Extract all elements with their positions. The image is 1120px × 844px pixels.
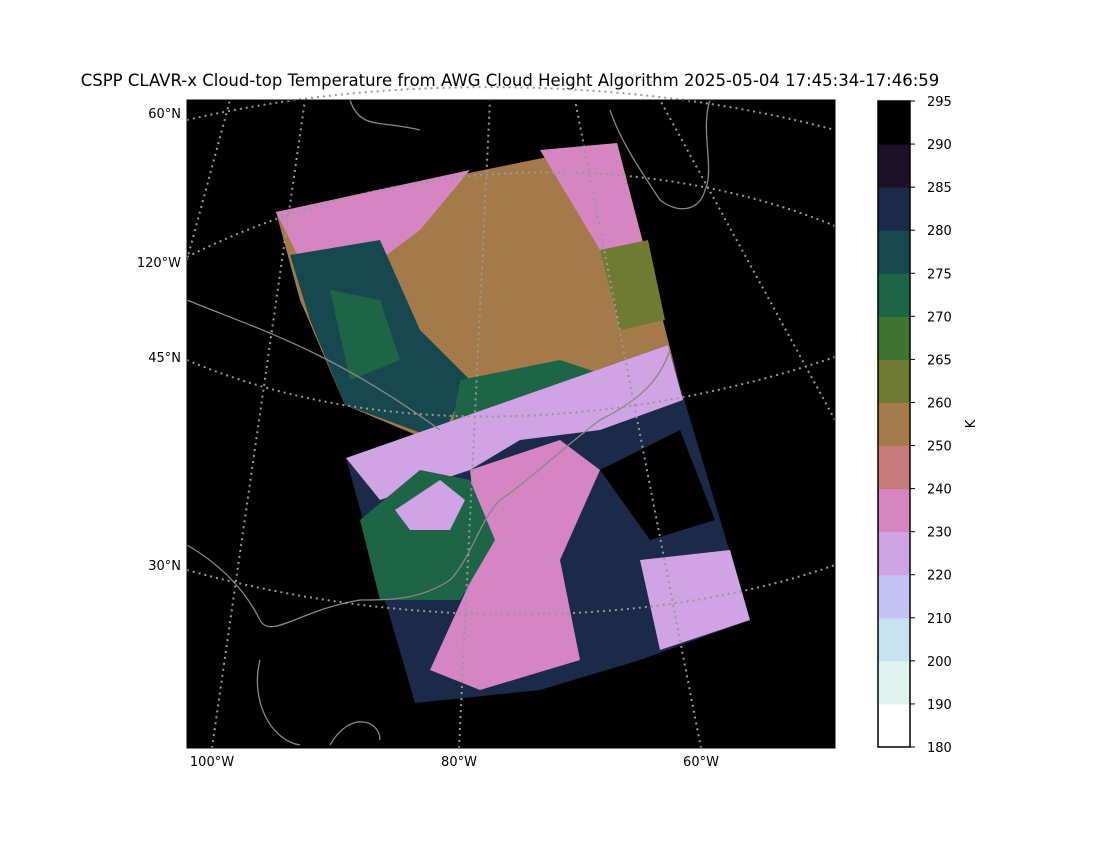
cloud xyxy=(600,430,715,540)
colorbar-segment xyxy=(878,101,910,145)
lon-label: 80°W xyxy=(441,755,477,770)
map-frame xyxy=(186,99,836,749)
colorbar-tick-label: 290 xyxy=(927,138,952,153)
colorbar-label: K xyxy=(964,419,979,428)
colorbar-tick-label: 265 xyxy=(927,353,952,368)
colorbar-tick-label: 280 xyxy=(927,224,952,239)
colorbar-segment xyxy=(878,273,910,317)
colorbar-segment xyxy=(878,144,910,188)
cloud xyxy=(330,290,400,380)
lat-label: 30°N xyxy=(148,559,181,574)
colorbar-tick-label: 230 xyxy=(927,526,952,541)
cloud xyxy=(276,170,470,260)
colorbar-tick-label: 275 xyxy=(927,267,952,282)
colorbar-tick-label: 220 xyxy=(927,569,952,584)
lat-label: 45°N xyxy=(148,351,181,366)
title: CSPP CLAVR-x Cloud-top Temperature from … xyxy=(81,71,940,90)
colorbar-segment xyxy=(878,660,910,705)
coastline xyxy=(186,99,711,746)
cloud xyxy=(395,480,465,530)
colorbar-tick-label: 240 xyxy=(927,483,952,498)
colorbar-segment xyxy=(878,488,910,533)
colorbar-tick-label: 285 xyxy=(927,181,952,196)
lon-label: 100°W xyxy=(190,755,234,770)
colorbar-segment xyxy=(878,574,910,619)
colorbar-tick-label: 200 xyxy=(927,655,952,670)
colorbar-segment xyxy=(878,531,910,576)
lat-label: 60°N xyxy=(148,107,181,122)
cloud xyxy=(600,240,665,330)
lon-label: 60°W xyxy=(683,755,719,770)
colorbar-tick-label: 180 xyxy=(927,741,952,756)
graticule-labels: 60°N 120°W 45°N 30°N 100°W 80°W 60°W xyxy=(137,107,719,770)
colorbar-segment xyxy=(878,402,910,447)
colorbar-segment xyxy=(878,316,910,360)
colorbar-segment xyxy=(878,703,910,748)
map xyxy=(186,86,836,749)
cloud xyxy=(430,440,600,690)
graticule xyxy=(186,86,836,749)
colorbar-tick-label: 295 xyxy=(927,95,952,110)
colorbar: 180 190 200 210 220 230 240 250 260 265 270 275 280 2… xyxy=(877,95,979,756)
colorbar-tick-label: 270 xyxy=(927,310,952,325)
colorbar-tick-label: 190 xyxy=(927,698,952,713)
colorbar-tick-label: 250 xyxy=(927,440,952,455)
colorbar-tick-label: 210 xyxy=(927,612,952,627)
colorbar-frame xyxy=(877,100,911,748)
cloud xyxy=(540,143,645,250)
colorbar-tick-label: 260 xyxy=(927,396,952,411)
colorbar-segment xyxy=(878,445,910,490)
cloud xyxy=(640,550,750,650)
colorbar-segment xyxy=(878,617,910,662)
colorbar-segment xyxy=(878,359,910,403)
colorbar-segment xyxy=(878,230,910,274)
cloud xyxy=(346,345,683,500)
colorbar-segment xyxy=(878,187,910,231)
lat-label: 120°W xyxy=(137,256,181,271)
